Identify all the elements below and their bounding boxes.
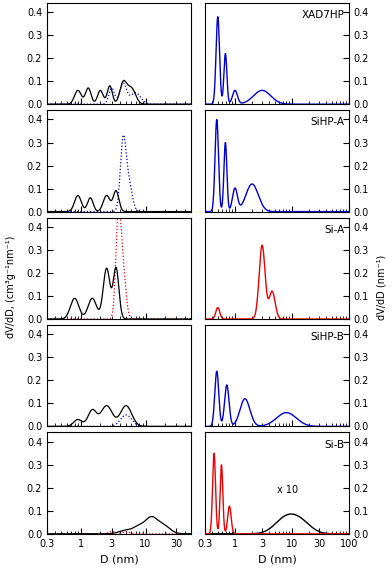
Text: dV/dD (nm⁻¹): dV/dD (nm⁻¹) xyxy=(376,254,386,320)
Text: Si-A: Si-A xyxy=(324,225,345,235)
Text: SiHP-A: SiHP-A xyxy=(310,117,345,127)
Text: x 10: x 10 xyxy=(277,485,298,495)
Text: SiHP-B: SiHP-B xyxy=(311,332,345,342)
Text: Si-B: Si-B xyxy=(325,440,345,449)
X-axis label: D (nm): D (nm) xyxy=(100,554,138,564)
X-axis label: D (nm): D (nm) xyxy=(258,554,296,564)
Text: XAD7HP: XAD7HP xyxy=(302,10,345,20)
Text: dV/dD, (cm³g⁻¹nm⁻¹): dV/dD, (cm³g⁻¹nm⁻¹) xyxy=(6,236,16,338)
